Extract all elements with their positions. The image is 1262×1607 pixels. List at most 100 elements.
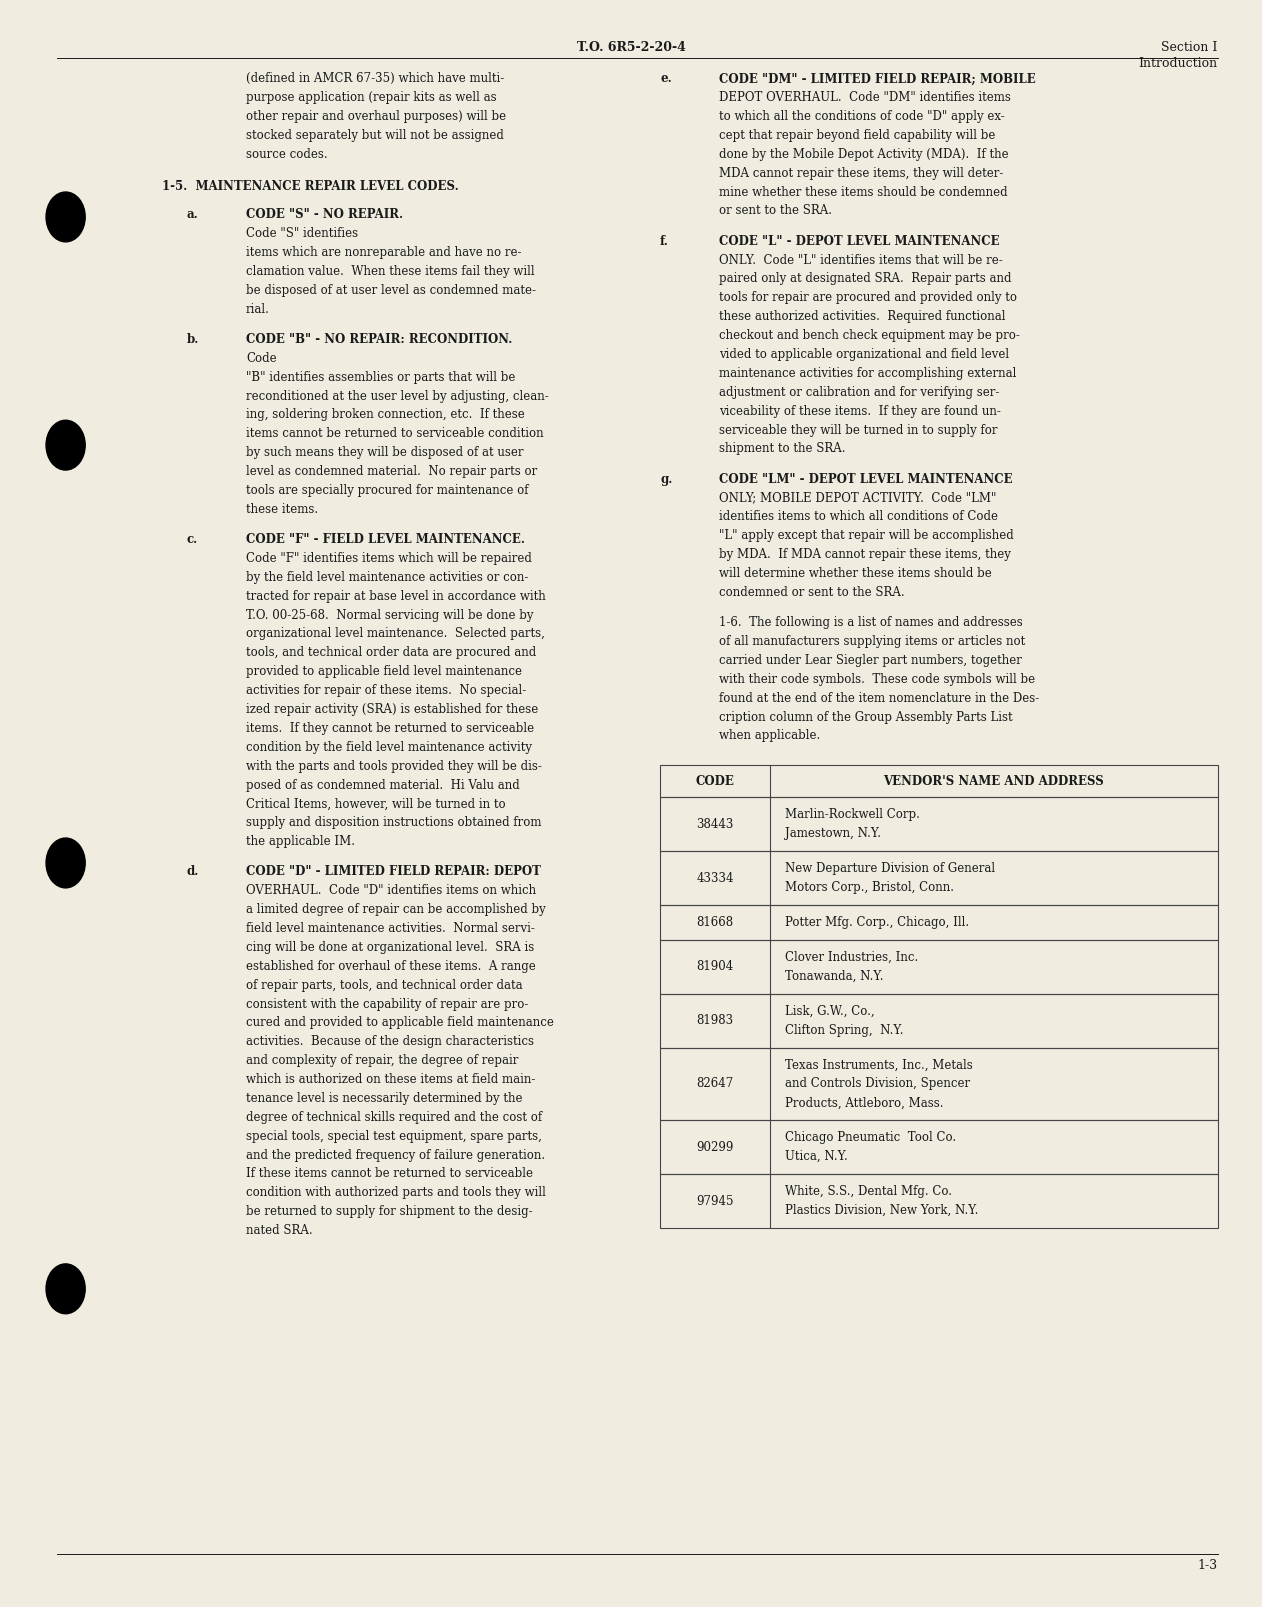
Text: Clover Industries, Inc.: Clover Industries, Inc. — [785, 951, 919, 964]
Text: MDA cannot repair these items, they will deter-: MDA cannot repair these items, they will… — [719, 167, 1003, 180]
Text: serviceable they will be turned in to supply for: serviceable they will be turned in to su… — [719, 424, 998, 437]
Text: T.O. 00-25-68.  Normal servicing will be done by: T.O. 00-25-68. Normal servicing will be … — [246, 609, 534, 622]
Text: Chicago Pneumatic  Tool Co.: Chicago Pneumatic Tool Co. — [785, 1131, 957, 1144]
Bar — [660, 905, 1218, 940]
Bar — [660, 940, 1218, 993]
Text: b.: b. — [187, 333, 199, 346]
Bar — [660, 993, 1218, 1048]
Text: these authorized activities.  Required functional: these authorized activities. Required fu… — [719, 310, 1006, 323]
Text: 38443: 38443 — [697, 818, 733, 831]
Text: tenance level is necessarily determined by the: tenance level is necessarily determined … — [246, 1093, 522, 1106]
Text: the applicable IM.: the applicable IM. — [246, 836, 355, 848]
Text: OVERHAUL.  Code "D" identifies items on which: OVERHAUL. Code "D" identifies items on w… — [246, 884, 536, 897]
Text: and Controls Division, Spencer: and Controls Division, Spencer — [785, 1077, 970, 1091]
Text: items.  If they cannot be returned to serviceable: items. If they cannot be returned to ser… — [246, 722, 534, 734]
Text: 81668: 81668 — [697, 916, 733, 929]
Text: adjustment or calibration and for verifying ser-: adjustment or calibration and for verify… — [719, 386, 1000, 399]
Text: ized repair activity (SRA) is established for these: ized repair activity (SRA) is establishe… — [246, 702, 539, 717]
Text: CODE "S" - NO REPAIR.: CODE "S" - NO REPAIR. — [246, 209, 404, 222]
Text: found at the end of the item nomenclature in the Des-: found at the end of the item nomenclatur… — [719, 691, 1040, 704]
Text: viceability of these items.  If they are found un-: viceability of these items. If they are … — [719, 405, 1001, 418]
Text: DEPOT OVERHAUL.  Code "DM" identifies items: DEPOT OVERHAUL. Code "DM" identifies ite… — [719, 92, 1011, 104]
Bar — [660, 1175, 1218, 1228]
Text: condition with authorized parts and tools they will: condition with authorized parts and tool… — [246, 1186, 546, 1199]
Text: If these items cannot be returned to serviceable: If these items cannot be returned to ser… — [246, 1168, 533, 1181]
Text: mine whether these items should be condemned: mine whether these items should be conde… — [719, 186, 1008, 199]
Text: tools, and technical order data are procured and: tools, and technical order data are proc… — [246, 646, 536, 659]
Text: tools are specially procured for maintenance of: tools are specially procured for mainten… — [246, 484, 529, 497]
Text: CODE "B" - NO REPAIR: RECONDITION.: CODE "B" - NO REPAIR: RECONDITION. — [246, 333, 512, 346]
Text: VENDOR'S NAME AND ADDRESS: VENDOR'S NAME AND ADDRESS — [883, 775, 1104, 787]
Text: Code "F" identifies items which will be repaired: Code "F" identifies items which will be … — [246, 551, 533, 566]
Text: CODE "D" - LIMITED FIELD REPAIR: DEPOT: CODE "D" - LIMITED FIELD REPAIR: DEPOT — [246, 866, 541, 879]
Circle shape — [45, 1263, 86, 1315]
Text: checkout and bench check equipment may be pro-: checkout and bench check equipment may b… — [719, 329, 1020, 342]
Text: by such means they will be disposed of at user: by such means they will be disposed of a… — [246, 447, 524, 460]
Text: rial.: rial. — [246, 302, 270, 315]
Text: Potter Mfg. Corp., Chicago, Ill.: Potter Mfg. Corp., Chicago, Ill. — [785, 916, 969, 929]
Text: items which are nonreparable and have no re-: items which are nonreparable and have no… — [246, 246, 521, 259]
Bar — [660, 1120, 1218, 1175]
Text: be returned to supply for shipment to the desig-: be returned to supply for shipment to th… — [246, 1205, 533, 1218]
Text: purpose application (repair kits as well as: purpose application (repair kits as well… — [246, 92, 497, 104]
Text: d.: d. — [187, 866, 199, 879]
Text: identifies items to which all conditions of Code: identifies items to which all conditions… — [719, 511, 998, 524]
Text: Code: Code — [246, 352, 276, 365]
Text: ONLY.  Code "L" identifies items that will be re-: ONLY. Code "L" identifies items that wil… — [719, 254, 1003, 267]
Text: CODE "DM" - LIMITED FIELD REPAIR; MOBILE: CODE "DM" - LIMITED FIELD REPAIR; MOBILE — [719, 72, 1036, 85]
Text: done by the Mobile Depot Activity (MDA).  If the: done by the Mobile Depot Activity (MDA).… — [719, 148, 1008, 161]
Text: of repair parts, tools, and technical order data: of repair parts, tools, and technical or… — [246, 979, 522, 992]
Text: a.: a. — [187, 209, 198, 222]
Text: Plastics Division, New York, N.Y.: Plastics Division, New York, N.Y. — [785, 1204, 978, 1216]
Bar — [660, 1048, 1218, 1120]
Text: (defined in AMCR 67-35) which have multi-: (defined in AMCR 67-35) which have multi… — [246, 72, 505, 85]
Circle shape — [45, 191, 86, 241]
Text: field level maintenance activities.  Normal servi-: field level maintenance activities. Norm… — [246, 922, 535, 935]
Text: when applicable.: when applicable. — [719, 730, 820, 742]
Text: level as condemned material.  No repair parts or: level as condemned material. No repair p… — [246, 464, 538, 477]
Text: by the field level maintenance activities or con-: by the field level maintenance activitie… — [246, 570, 529, 583]
Text: CODE "LM" - DEPOT LEVEL MAINTENANCE: CODE "LM" - DEPOT LEVEL MAINTENANCE — [719, 472, 1013, 485]
Text: provided to applicable field level maintenance: provided to applicable field level maint… — [246, 665, 522, 678]
Text: cept that repair beyond field capability will be: cept that repair beyond field capability… — [719, 129, 996, 141]
Text: 97945: 97945 — [697, 1194, 733, 1207]
Text: Marlin-Rockwell Corp.: Marlin-Rockwell Corp. — [785, 808, 920, 821]
Text: g.: g. — [660, 472, 673, 485]
Text: these items.: these items. — [246, 503, 318, 516]
Bar — [660, 765, 1218, 797]
Text: 1-6.  The following is a list of names and addresses: 1-6. The following is a list of names an… — [719, 615, 1023, 628]
Text: Texas Instruments, Inc., Metals: Texas Instruments, Inc., Metals — [785, 1059, 973, 1072]
Text: reconditioned at the user level by adjusting, clean-: reconditioned at the user level by adjus… — [246, 389, 549, 402]
Text: 1-5.  MAINTENANCE REPAIR LEVEL CODES.: 1-5. MAINTENANCE REPAIR LEVEL CODES. — [162, 180, 458, 193]
Text: New Departure Division of General: New Departure Division of General — [785, 863, 996, 876]
Text: organizational level maintenance.  Selected parts,: organizational level maintenance. Select… — [246, 627, 545, 641]
Text: to which all the conditions of code "D" apply ex-: to which all the conditions of code "D" … — [719, 111, 1005, 124]
Text: posed of as condemned material.  Hi Valu and: posed of as condemned material. Hi Valu … — [246, 778, 520, 792]
Text: a limited degree of repair can be accomplished by: a limited degree of repair can be accomp… — [246, 903, 546, 916]
Text: Section I: Section I — [1161, 40, 1218, 55]
Text: and the predicted frequency of failure generation.: and the predicted frequency of failure g… — [246, 1149, 545, 1162]
Text: ONLY; MOBILE DEPOT ACTIVITY.  Code "LM": ONLY; MOBILE DEPOT ACTIVITY. Code "LM" — [719, 492, 997, 505]
Text: source codes.: source codes. — [246, 148, 328, 161]
Bar — [660, 797, 1218, 852]
Text: White, S.S., Dental Mfg. Co.: White, S.S., Dental Mfg. Co. — [785, 1184, 952, 1199]
Text: other repair and overhaul purposes) will be: other repair and overhaul purposes) will… — [246, 111, 506, 124]
Text: CODE "F" - FIELD LEVEL MAINTENANCE.: CODE "F" - FIELD LEVEL MAINTENANCE. — [246, 534, 525, 546]
Text: vided to applicable organizational and field level: vided to applicable organizational and f… — [719, 349, 1010, 362]
Circle shape — [45, 839, 86, 887]
Text: items cannot be returned to serviceable condition: items cannot be returned to serviceable … — [246, 427, 544, 440]
Text: Tonawanda, N.Y.: Tonawanda, N.Y. — [785, 969, 883, 983]
Text: "L" apply except that repair will be accomplished: "L" apply except that repair will be acc… — [719, 529, 1015, 542]
Text: activities for repair of these items.  No special-: activities for repair of these items. No… — [246, 685, 526, 697]
Text: CODE "L" - DEPOT LEVEL MAINTENANCE: CODE "L" - DEPOT LEVEL MAINTENANCE — [719, 235, 1000, 247]
Text: consistent with the capability of repair are pro-: consistent with the capability of repair… — [246, 998, 529, 1011]
Text: 90299: 90299 — [697, 1141, 733, 1154]
Text: condemned or sent to the SRA.: condemned or sent to the SRA. — [719, 587, 905, 599]
Text: degree of technical skills required and the cost of: degree of technical skills required and … — [246, 1110, 543, 1123]
Text: cription column of the Group Assembly Parts List: cription column of the Group Assembly Pa… — [719, 710, 1013, 723]
Text: supply and disposition instructions obtained from: supply and disposition instructions obta… — [246, 816, 541, 829]
Text: cured and provided to applicable field maintenance: cured and provided to applicable field m… — [246, 1017, 554, 1030]
Text: 43334: 43334 — [697, 871, 733, 884]
Text: activities.  Because of the design characteristics: activities. Because of the design charac… — [246, 1035, 534, 1048]
Text: paired only at designated SRA.  Repair parts and: paired only at designated SRA. Repair pa… — [719, 273, 1012, 286]
